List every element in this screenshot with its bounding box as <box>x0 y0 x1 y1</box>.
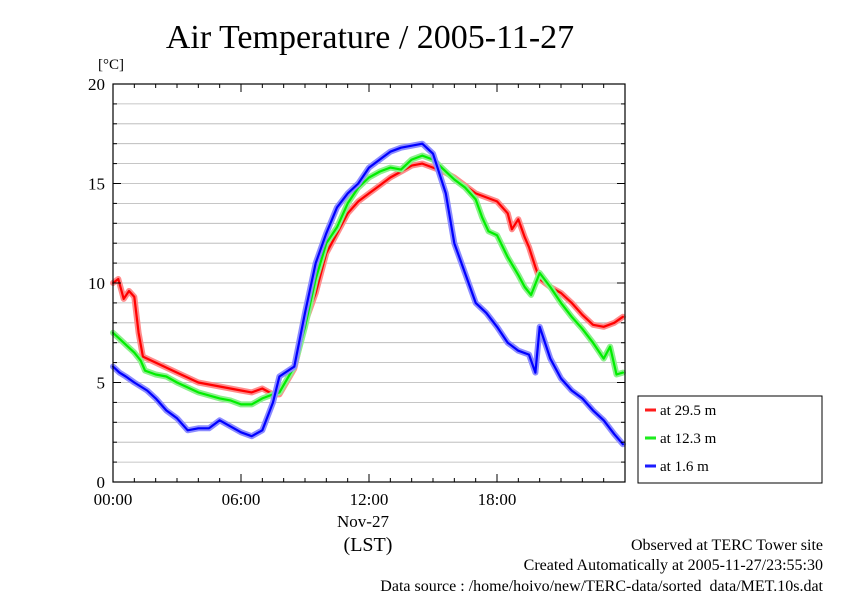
x-axis-label: (LST) <box>344 534 393 556</box>
legend-label: at 29.5 m <box>660 403 717 419</box>
chart-title: Air Temperature / 2005-11-27 <box>166 19 574 56</box>
legend-label: at 12.3 m <box>660 431 717 447</box>
y-tick-label: 10 <box>88 274 105 293</box>
series-layer <box>110 140 626 448</box>
footer-source: Data source : /home/hoivo/new/TERC-data/… <box>380 578 823 595</box>
y-tick-label: 15 <box>88 175 105 194</box>
x-tick-label: 00:00 <box>94 490 133 509</box>
series-halo <box>110 140 626 448</box>
legend-box <box>637 395 823 484</box>
legend: at 29.5 m at 12.3 m at 1.6 m <box>637 395 823 484</box>
y-tick-label: 20 <box>88 75 105 94</box>
footer-created: Created Automatically at 2005-11-27/23:5… <box>524 557 823 574</box>
x-tick-label: 18:00 <box>478 490 517 509</box>
x-tick-label: 12:00 <box>350 490 389 509</box>
y-tick-label: 5 <box>97 374 106 393</box>
gridlines <box>113 103 625 463</box>
y-axis-unit: [°C] <box>98 57 124 73</box>
axis-ticks: 0 5 10 15 20 00:00 06:00 12:00 18:00 <box>88 75 626 509</box>
series-line <box>111 142 625 446</box>
x-tick-label: 06:00 <box>222 490 261 509</box>
series-line <box>111 154 625 406</box>
y-tick-label: 0 <box>97 473 106 492</box>
x-date-label: Nov-27 <box>337 512 389 531</box>
footer-site: Observed at TERC Tower site <box>631 537 823 554</box>
legend-label: at 1.6 m <box>660 459 709 475</box>
